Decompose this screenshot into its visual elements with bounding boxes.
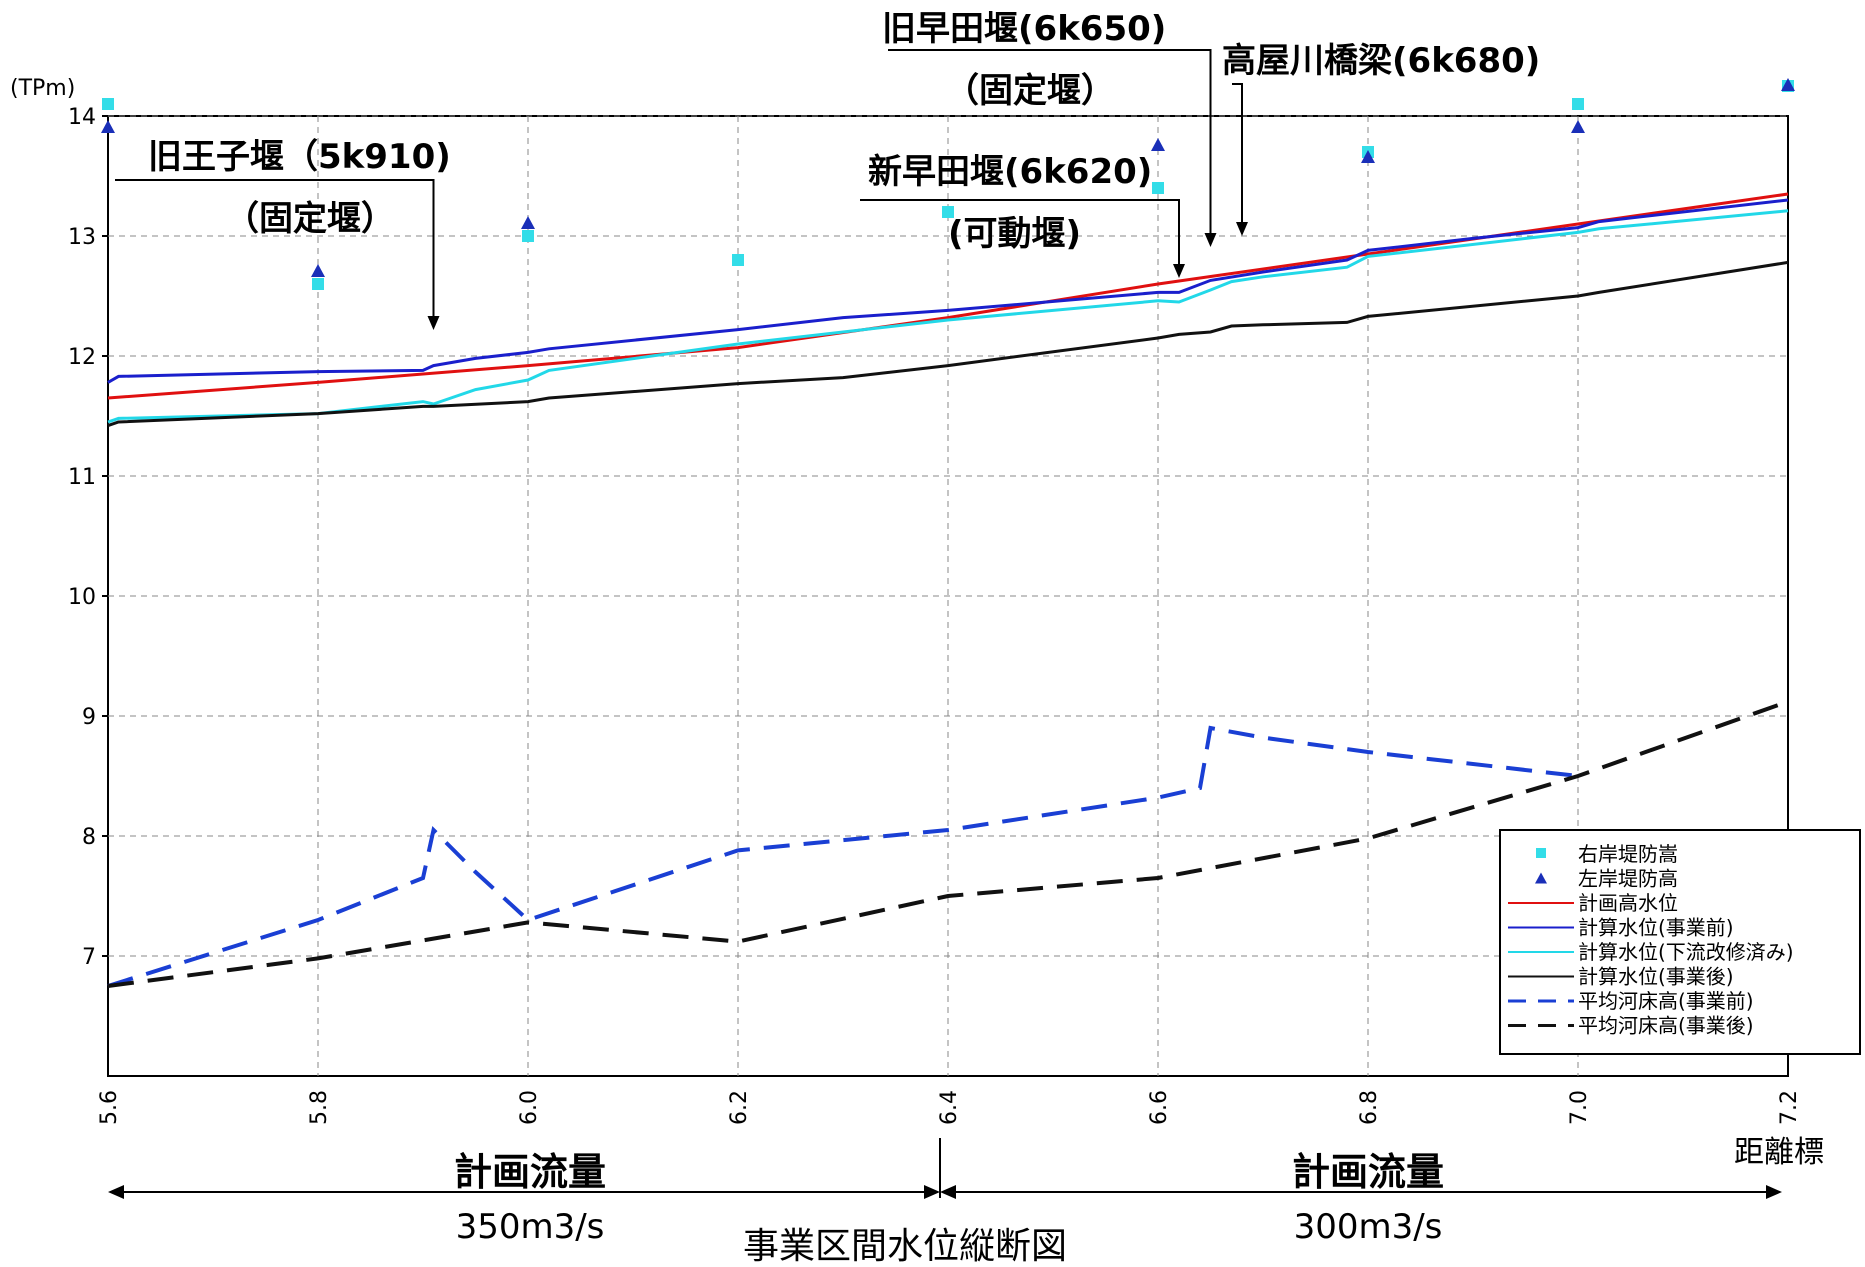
flow-arrowhead-left-b	[924, 1185, 940, 1199]
legend-label: 左岸堤防高	[1578, 867, 1678, 891]
x-axis-label: 距離標	[1734, 1135, 1824, 1170]
marker-right-bank-square	[522, 230, 534, 242]
chart-title: 事業区間水位縦断図	[743, 1226, 1067, 1267]
legend-symbol-square	[1536, 848, 1546, 858]
series-line-5	[107, 699, 1789, 988]
y-tick-label: 9	[82, 705, 96, 730]
annotation-kyuwaseda-arrowhead	[1204, 233, 1217, 247]
legend-label: 右岸堤防嵩	[1578, 842, 1678, 866]
y-tick-label: 14	[68, 105, 96, 130]
flow-label-left: 計画流量	[454, 1150, 606, 1194]
annotation-takaya-name: 高屋川橋梁(6k680)	[1222, 41, 1540, 81]
annotation-shinwaseda-name: 新早田堰(6k620)	[868, 152, 1152, 192]
annotation-shinwaseda-type: (可動堰)	[948, 214, 1081, 254]
marker-left-bank-triangle	[1361, 150, 1375, 163]
legend: 右岸堤防嵩左岸堤防高計画高水位計算水位(事業前)計算水位(下流改修済み)計算水位…	[1499, 829, 1861, 1055]
y-tick-label: 11	[68, 465, 96, 490]
x-tick-label: 6.0	[517, 1090, 542, 1125]
legend-label: 計画高水位	[1578, 891, 1678, 915]
marker-left-bank-triangle	[101, 120, 115, 133]
annotation-ouji-arrowhead	[427, 316, 440, 330]
flow-value-left: 350m3/s	[456, 1207, 605, 1247]
legend-symbol-triangle	[1535, 872, 1547, 884]
x-tick-labels: 5.6 5.8 6.0 6.2 6.4 6.6 6.8 7.0 7.2	[97, 1090, 1802, 1125]
x-tick-label: 5.6	[97, 1090, 122, 1125]
marker-right-bank-square	[942, 206, 954, 218]
annotation-shinwaseda-leader	[860, 199, 1180, 266]
marker-left-bank-triangle	[1781, 78, 1795, 91]
flow-value-right: 300m3/s	[1294, 1207, 1443, 1247]
series-line-1	[107, 198, 1789, 384]
flow-arrowhead-right-a	[940, 1185, 956, 1199]
legend-items: 右岸堤防嵩左岸堤防高計画高水位計算水位(事業前)計算水位(下流改修済み)計算水位…	[1508, 842, 1794, 1038]
x-tick-label: 6.4	[937, 1090, 962, 1125]
series-line-3	[107, 260, 1789, 428]
flow-label-right: 計画流量	[1292, 1150, 1444, 1194]
y-tick-label: 12	[68, 345, 96, 370]
y-tick-label: 13	[68, 225, 96, 250]
annotation-takaya-arrowhead	[1236, 222, 1248, 236]
series-line-2	[107, 209, 1789, 424]
series-line-4	[107, 725, 1579, 988]
y-tick-label: 10	[68, 585, 96, 610]
annotation-ouji-type: （固定堰）	[225, 199, 395, 239]
marker-right-bank-square	[732, 254, 744, 266]
x-tick-label: 7.0	[1567, 1090, 1592, 1125]
marker-left-bank-triangle	[311, 264, 325, 277]
marker-left-bank-triangle	[1151, 138, 1165, 151]
y-tick-label: 8	[82, 825, 96, 850]
x-tick-label: 6.6	[1147, 1090, 1172, 1125]
x-tick-label: 6.2	[727, 1090, 752, 1125]
legend-label: 平均河床高(事業後)	[1578, 1014, 1754, 1038]
legend-box	[1499, 829, 1861, 1055]
flow-arrowhead-right-b	[1766, 1185, 1782, 1199]
flow-arrowhead-left-a	[108, 1185, 124, 1199]
annotation-shinwaseda-arrowhead	[1173, 264, 1185, 278]
annotation-ouji-name: 旧王子堰（5k910)	[148, 137, 451, 177]
x-tick-label: 5.8	[307, 1090, 332, 1125]
legend-label: 計算水位(下流改修済み)	[1578, 940, 1794, 964]
marker-right-bank-square	[1572, 98, 1584, 110]
annotation-kyuwaseda-name: 旧早田堰(6k650)	[882, 9, 1166, 49]
x-tick-label: 7.2	[1777, 1090, 1802, 1125]
legend-label: 計算水位(事業後)	[1578, 965, 1734, 989]
series-layer	[107, 192, 1789, 988]
annotation-ouji-leader	[115, 179, 435, 318]
annotation-takaya-leader	[1232, 83, 1243, 224]
annotation-layer: 旧王子堰（5k910) （固定堰） 新早田堰(6k620) (可動堰) 旧早田堰(6k6…	[115, 9, 1540, 330]
x-tick-label: 6.8	[1357, 1090, 1382, 1125]
y-tick-label: 7	[82, 945, 96, 970]
marker-right-bank-square	[312, 278, 324, 290]
marker-right-bank-square	[102, 98, 114, 110]
legend-label: 平均河床高(事業前)	[1578, 989, 1754, 1013]
marker-layer	[101, 78, 1795, 290]
annotation-kyuwaseda-type: （固定堰）	[945, 71, 1115, 111]
marker-right-bank-square	[1152, 182, 1164, 194]
marker-left-bank-triangle	[1571, 120, 1585, 133]
legend-label: 計算水位(事業前)	[1578, 916, 1734, 940]
y-axis-unit: (TPm)	[10, 76, 75, 101]
marker-left-bank-triangle	[521, 216, 535, 229]
annotation-kyuwaseda-leader	[888, 49, 1212, 235]
y-tick-labels: 7 8 9 10 11 12 13 14	[68, 105, 108, 970]
